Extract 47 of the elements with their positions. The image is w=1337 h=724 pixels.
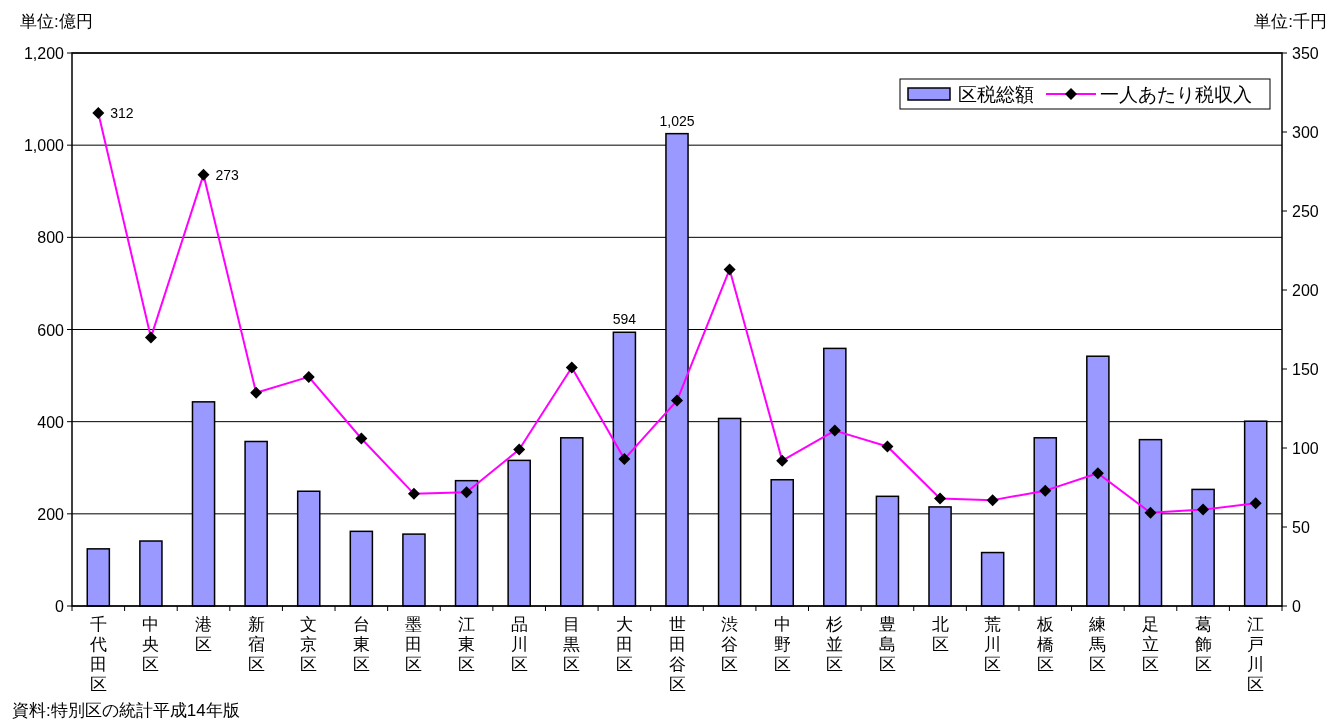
x-tick-label: 江戸川区 <box>1247 615 1265 694</box>
data-label: 312 <box>110 105 134 122</box>
data-label: 594 <box>612 311 637 328</box>
text: 資料:特別区の統計平成14年版 <box>12 701 240 720</box>
y2-tick-label: 50 <box>1292 519 1310 536</box>
x-tick-label: 北区 <box>931 615 949 654</box>
x-tick-label: 品川区 <box>510 615 528 674</box>
x-tick-label: 中野区 <box>773 615 791 674</box>
x-tick-label: 文京区 <box>300 615 318 674</box>
x-tick-label: 台東区 <box>352 615 370 674</box>
x-tick-label: 世田谷区 <box>668 615 686 694</box>
x-tick-label: 足立区 <box>1141 615 1159 674</box>
y2-tick-label: 350 <box>1292 45 1319 62</box>
y2-axis-title: 単位:千円 <box>1254 12 1327 31</box>
x-tick-label: 新宿区 <box>247 615 265 674</box>
y-tick-label: 0 <box>55 598 65 615</box>
y-tick-label: 200 <box>37 505 65 523</box>
x-tick-label: 葛飾区 <box>1194 615 1212 674</box>
x-tick-label: 豊島区 <box>878 615 896 674</box>
x-tick-label: 江東区 <box>458 615 476 674</box>
x-tick-label: 千代田区 <box>88 615 107 694</box>
y2-tick-label: 150 <box>1292 361 1319 378</box>
y2-tick-label: 250 <box>1292 203 1319 220</box>
y-tick-label: 1,000 <box>23 137 65 155</box>
y2-tick-label: 300 <box>1292 124 1319 141</box>
legend-label: 区税総額 <box>958 84 1034 105</box>
legend-label: 一人あたり税収入 <box>1100 84 1252 105</box>
data-label: 273 <box>215 166 240 183</box>
x-tick-label: 大田区 <box>615 615 633 674</box>
x-tick-label: 渋谷区 <box>721 615 739 674</box>
y-tick-label: 800 <box>37 229 65 247</box>
y-tick-label: 400 <box>37 413 65 431</box>
x-tick-label: 練馬区 <box>1088 615 1107 674</box>
x-tick-label: 墨田区 <box>405 615 423 674</box>
x-tick-label: 港区 <box>195 615 213 654</box>
y2-tick-label: 200 <box>1292 282 1319 299</box>
x-tick-label: 板橋区 <box>1035 615 1054 674</box>
x-tick-label: 荒川区 <box>984 615 1002 674</box>
x-tick-label: 杉並区 <box>825 615 844 674</box>
y-axis-title: 単位:億円 <box>20 12 93 31</box>
data-label: 1,025 <box>659 112 695 129</box>
y2-tick-label: 0 <box>1292 598 1301 615</box>
x-tick-label: 中央区 <box>142 615 160 674</box>
y2-tick-label: 100 <box>1292 440 1319 457</box>
y-tick-label: 1,200 <box>23 45 65 62</box>
x-tick-label: 目黒区 <box>563 615 581 674</box>
y-tick-label: 600 <box>37 321 65 339</box>
